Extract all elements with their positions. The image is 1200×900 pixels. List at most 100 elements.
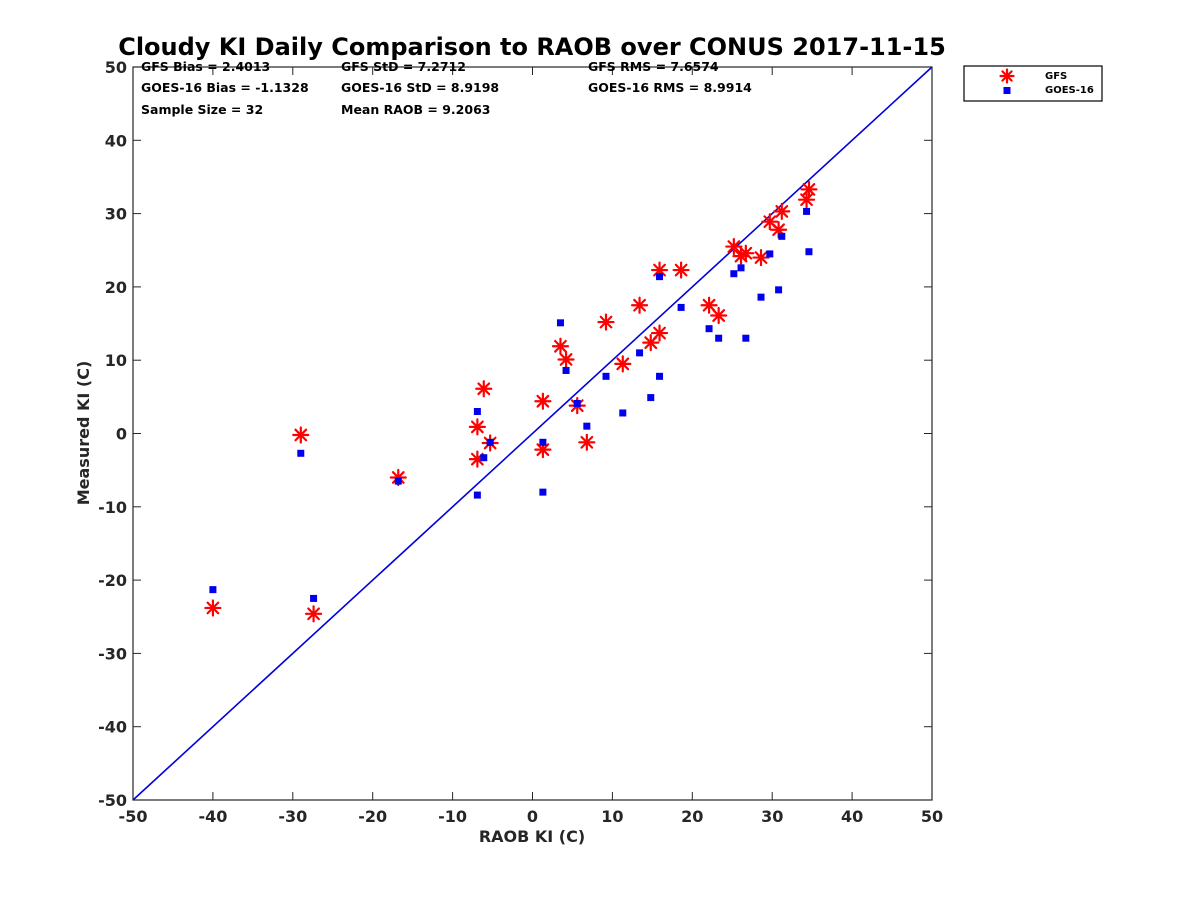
goes16-point	[473, 408, 481, 416]
goes16-point	[539, 438, 547, 446]
x-tick-label: 20	[681, 807, 703, 826]
series-goes16	[209, 207, 813, 602]
y-tick-label: -20	[98, 571, 127, 590]
gfs-point	[797, 191, 816, 209]
legend-box	[963, 65, 1103, 102]
legend-gfs-label: GFS	[1045, 71, 1067, 82]
goes16-point	[715, 334, 723, 342]
goes16-point	[647, 394, 655, 402]
y-tick-label: 20	[105, 278, 127, 297]
goes16-point	[310, 594, 318, 602]
x-tick-label: -20	[358, 807, 387, 826]
goes16-point	[209, 586, 217, 594]
gfs-point	[468, 418, 486, 436]
goes16-point	[766, 250, 774, 258]
legend-goes16-marker	[1003, 87, 1011, 94]
goes16-point	[677, 303, 685, 311]
y-tick-label: 10	[105, 351, 127, 370]
gfs-point	[551, 337, 570, 355]
gfs-point	[204, 599, 222, 617]
legend-gfs-marker	[999, 68, 1015, 84]
gfs-point	[737, 244, 755, 262]
goes16-point	[562, 366, 570, 374]
x-tick-label: 0	[527, 807, 538, 826]
goes16-point	[805, 248, 813, 256]
gfs-point	[578, 433, 596, 451]
gfs-point	[475, 380, 493, 398]
gfs-point	[800, 180, 818, 199]
goes16-point	[394, 477, 402, 485]
stat-annotation: GFS StD = 7.2712	[341, 59, 466, 74]
gfs-point	[597, 313, 615, 331]
gfs-point	[630, 296, 649, 314]
gfs-point	[534, 392, 552, 410]
goes16-point	[486, 438, 494, 446]
y-tick-label: -40	[98, 718, 127, 737]
goes16-point	[480, 454, 488, 462]
y-tick-label: -10	[98, 498, 127, 517]
stat-annotation: GFS RMS = 7.6574	[588, 59, 719, 74]
gfs-point	[672, 261, 690, 279]
goes16-point	[602, 372, 610, 380]
goes16-point	[705, 325, 713, 333]
y-tick-label: 0	[116, 425, 127, 444]
x-tick-label: -40	[198, 807, 227, 826]
legend: GFS GOES-16	[963, 65, 1103, 102]
goes16-point	[757, 293, 765, 301]
gfs-point	[752, 248, 770, 267]
goes16-point	[742, 334, 750, 342]
y-tick-label: 40	[105, 131, 127, 150]
goes16-point	[619, 409, 627, 417]
gfs-point	[292, 426, 310, 444]
goes16-point	[573, 399, 581, 407]
stat-annotation: GOES-16 Bias = -1.1328	[141, 80, 309, 95]
gfs-point	[700, 296, 718, 314]
goes16-point	[539, 488, 547, 496]
chart-title: Cloudy KI Daily Comparison to RAOB over …	[118, 33, 946, 61]
stat-annotation: GFS Bias = 2.4013	[141, 59, 270, 74]
gfs-point	[710, 306, 728, 325]
gfs-point	[725, 237, 743, 256]
x-tick-label: -30	[278, 807, 307, 826]
x-tick-label: 30	[761, 807, 783, 826]
y-axis-label: Measured KI (C)	[74, 361, 93, 506]
y-tick-label: 30	[105, 205, 127, 224]
goes16-point	[297, 449, 305, 457]
gfs-point	[534, 441, 552, 459]
x-tick-label: 50	[921, 807, 943, 826]
axis-ticks: -50 -40 -30 -20 -10 0 10 20 30 40 50 -50 -40 -30 -20 -1…	[98, 58, 943, 826]
goes16-point	[656, 372, 664, 380]
goes16-point	[803, 207, 811, 215]
stats-annotations: GFS Bias = 2.4013 GFS StD = 7.2712 GFS RMS…	[141, 59, 752, 117]
x-tick-label: 40	[841, 807, 863, 826]
gfs-point	[304, 605, 323, 623]
one-to-one-line	[132, 66, 933, 801]
gfs-point	[614, 355, 632, 373]
goes16-point	[656, 273, 664, 281]
stat-annotation: GOES-16 StD = 8.9198	[341, 80, 499, 95]
y-tick-label: -50	[98, 791, 127, 810]
goes16-point	[473, 491, 481, 499]
goes16-point	[636, 349, 644, 357]
goes16-point	[737, 264, 745, 272]
goes16-point	[583, 422, 591, 430]
reference-line-group	[132, 66, 933, 801]
legend-goes16-label: GOES-16	[1045, 85, 1094, 96]
goes16-point	[730, 270, 738, 278]
stat-annotation: Mean RAOB = 9.2063	[341, 102, 490, 117]
gfs-point	[650, 324, 669, 342]
stat-annotation: GOES-16 RMS = 8.9914	[588, 80, 752, 95]
x-tick-label: 10	[601, 807, 623, 826]
goes16-point	[556, 319, 564, 327]
y-tick-label: 50	[105, 58, 127, 77]
goes16-point	[775, 286, 783, 294]
x-tick-label: -50	[119, 807, 148, 826]
goes16-point	[778, 232, 786, 240]
stat-annotation: Sample Size = 32	[141, 102, 263, 117]
gfs-point	[557, 350, 575, 369]
x-tick-label: -10	[438, 807, 467, 826]
gfs-point	[773, 202, 791, 221]
x-axis-label: RAOB KI (C)	[479, 827, 585, 846]
series-gfs	[204, 180, 818, 623]
